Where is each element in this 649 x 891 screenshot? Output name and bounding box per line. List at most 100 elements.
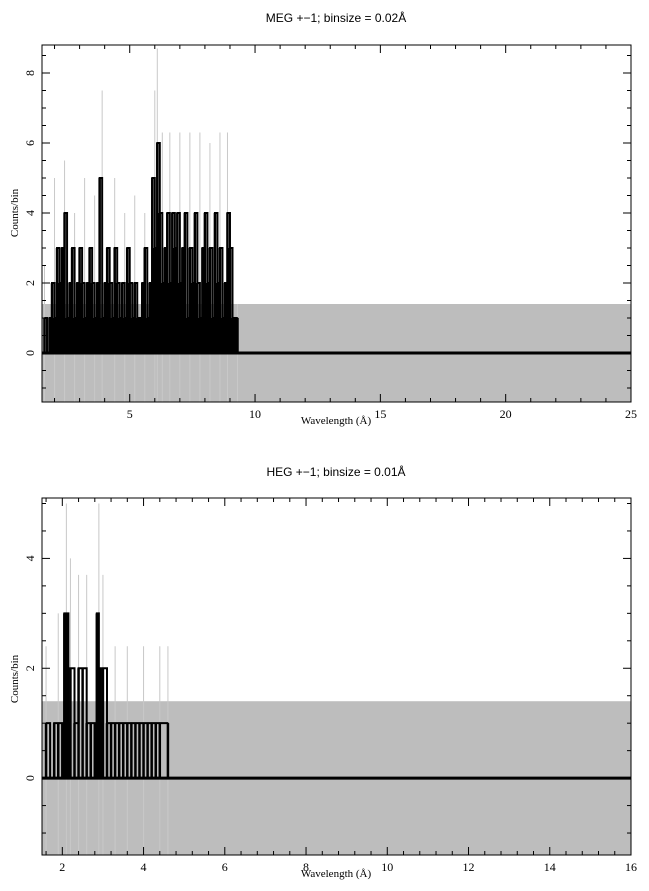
meg-count-point (96, 282, 98, 284)
heg-count-point (69, 667, 72, 670)
heg-plot-frame (41, 497, 632, 856)
heg-count-point (65, 612, 68, 615)
heg-count-point (94, 722, 96, 724)
meg-count-point (174, 247, 176, 249)
meg-count-point (179, 282, 181, 284)
heg-x-tick-label: 14 (544, 860, 556, 874)
heg-count-point (67, 722, 70, 724)
meg-count-point (128, 282, 131, 284)
heg-chart-title: HEG +−1; binsize = 0.01Å (266, 464, 405, 479)
meg-y-tick-label: 8 (23, 70, 37, 76)
meg-count-point (189, 247, 191, 249)
meg-count-point (106, 247, 108, 249)
meg-count-point (194, 212, 196, 214)
meg-count-point (71, 247, 73, 249)
heg-y-tick-label: 2 (23, 665, 37, 671)
heg-plot-area: 2 4 6 8 10 12 14 16 0 2 4 (23, 497, 637, 874)
heg-count-point (154, 722, 157, 724)
meg-x-axis-label: Wavelength (Å) (301, 415, 372, 427)
heg-count-point (130, 722, 133, 724)
heg-y-axis-label: Counts/bin (9, 654, 21, 703)
meg-count-point (186, 317, 189, 319)
meg-x-tick-label: 25 (625, 407, 637, 421)
meg-count-point (101, 317, 103, 319)
meg-count-point (156, 142, 159, 144)
heg-count-point (98, 667, 100, 670)
heg-x-tick-label: 2 (59, 860, 65, 874)
meg-count-point (219, 247, 221, 249)
meg-count-point (86, 282, 88, 284)
meg-count-point (113, 247, 116, 249)
meg-count-point (121, 282, 124, 284)
meg-count-point (76, 282, 78, 284)
heg-count-point (77, 667, 80, 670)
heg-y-tick-label: 0 (23, 775, 37, 781)
heg-count-point (61, 722, 64, 724)
meg-count-point (98, 177, 101, 179)
meg-count-point (204, 212, 206, 214)
meg-count-point (56, 247, 58, 249)
heg-count-point (85, 722, 88, 724)
heg-count-point (110, 722, 112, 724)
meg-count-point (153, 247, 156, 249)
meg-count-point (83, 317, 86, 319)
meg-y-tick-label: 2 (23, 280, 37, 286)
meg-count-point (143, 247, 146, 249)
meg-count-point (136, 317, 139, 319)
meg-plot-area: 5 10 15 20 25 0 2 4 6 8 (23, 44, 637, 421)
meg-count-point (146, 317, 149, 319)
meg-x-tick-label: 15 (374, 407, 386, 421)
meg-count-point (214, 212, 216, 214)
heg-count-point (134, 722, 137, 724)
meg-plot-frame (41, 44, 632, 403)
meg-count-point (123, 317, 126, 319)
heg-count-point (114, 722, 116, 724)
meg-count-point (206, 282, 209, 284)
heg-x-tick-label: 6 (222, 860, 228, 874)
meg-count-point (103, 282, 106, 284)
heg-count-point (106, 722, 108, 724)
meg-y-tick-label: 6 (23, 140, 37, 146)
meg-count-point (108, 282, 111, 284)
meg-count-point (141, 282, 144, 284)
meg-count-point (53, 317, 56, 319)
meg-count-point (231, 317, 234, 319)
meg-y-tick-label: 4 (23, 210, 37, 216)
meg-count-point (169, 282, 171, 284)
meg-count-point (63, 212, 66, 214)
heg-count-point (89, 722, 92, 724)
meg-count-point (164, 247, 166, 249)
meg-count-point (131, 317, 134, 319)
meg-count-point (88, 247, 91, 249)
meg-count-point (199, 317, 201, 319)
meg-count-point (196, 282, 199, 284)
heg-count-point (118, 722, 120, 724)
heg-count-point (138, 722, 141, 724)
heg-count-point (159, 722, 161, 724)
meg-count-point (133, 282, 136, 284)
meg-count-point (138, 317, 141, 319)
heg-x-axis-label: Wavelength (Å) (301, 868, 372, 880)
meg-y-tick-label: 0 (23, 350, 37, 356)
meg-count-point (111, 317, 113, 319)
meg-x-tick-label: 5 (127, 407, 133, 421)
meg-count-point (224, 282, 226, 284)
meg-count-point (201, 247, 204, 249)
meg-count-point (161, 282, 164, 284)
heg-count-point (150, 722, 153, 724)
meg-count-point (171, 212, 174, 214)
meg-count-point (176, 212, 179, 214)
meg-count-point (58, 282, 61, 284)
heg-count-point (96, 612, 98, 615)
meg-count-point (166, 212, 169, 214)
heg-count-point (167, 722, 169, 724)
heg-x-tick-label: 12 (463, 860, 475, 874)
meg-count-point (116, 282, 118, 284)
heg-panel: HEG +−1; binsize = 0.01Å 2 4 6 8 10 12 14 16 0 2 4… (9, 464, 637, 880)
meg-count-point (151, 177, 154, 179)
heg-count-point (53, 722, 55, 724)
meg-count-point (184, 212, 186, 214)
meg-count-point (216, 282, 219, 284)
